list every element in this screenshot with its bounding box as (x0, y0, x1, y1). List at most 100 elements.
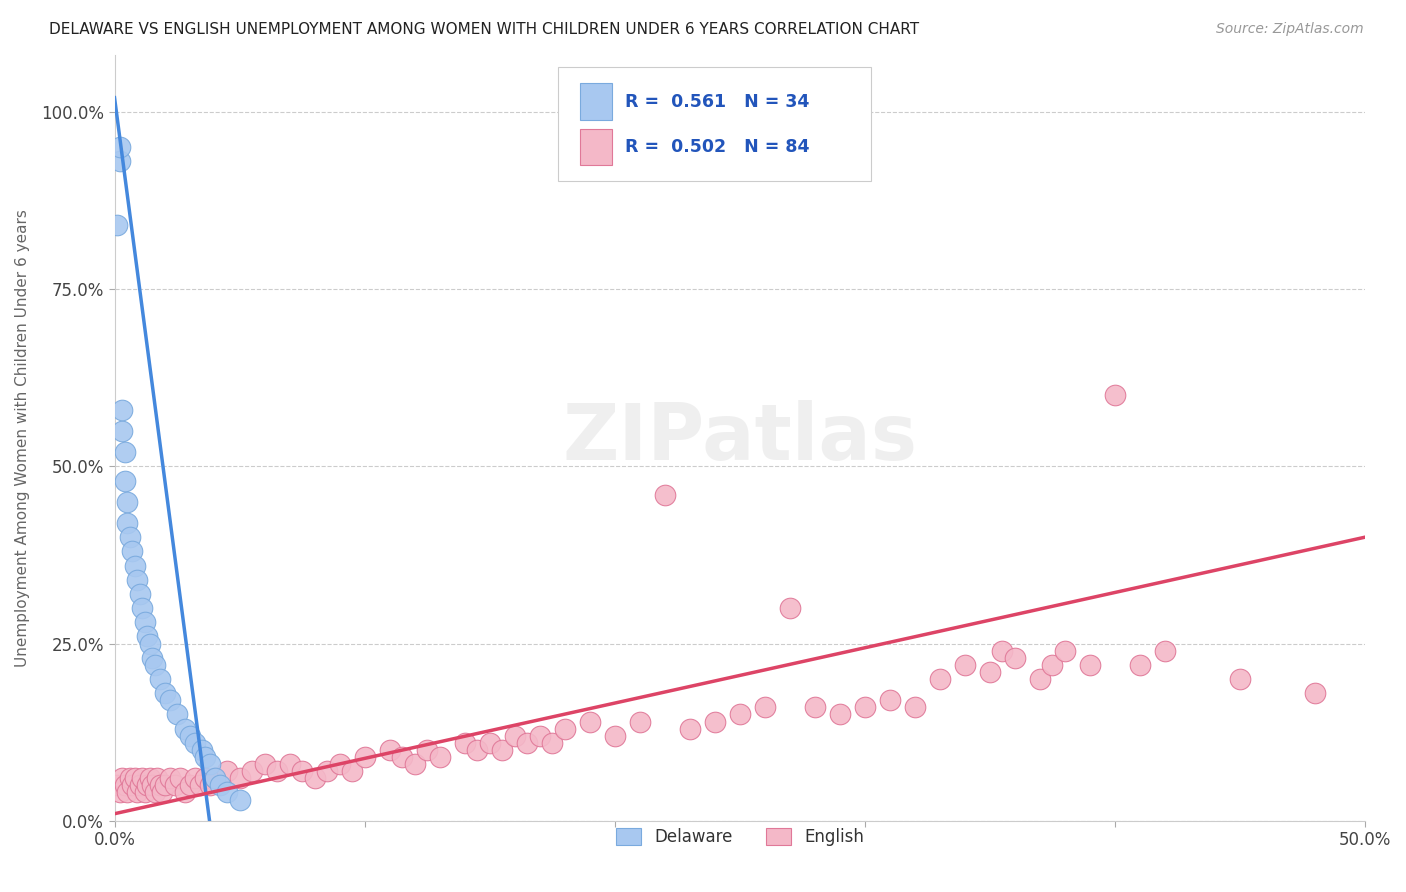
Point (141, 650, 163, 665)
Point (136, 778, 159, 792)
Point (391, 750, 413, 764)
Point (198, 757, 221, 772)
Point (146, 771, 169, 785)
Point (153, 686, 176, 700)
Point (541, 736, 564, 750)
Point (108, 140, 131, 154)
Point (728, 707, 751, 722)
Point (904, 700, 927, 714)
Point (628, 714, 651, 729)
Point (150, 785, 173, 799)
Text: ZIPatlas: ZIPatlas (562, 400, 917, 476)
Text: Source: ZipAtlas.com: Source: ZipAtlas.com (1216, 22, 1364, 37)
FancyBboxPatch shape (558, 67, 870, 181)
Point (879, 693, 901, 707)
Point (1153, 643, 1175, 657)
Point (128, 587, 150, 601)
Point (105, 219, 128, 233)
Point (159, 693, 181, 707)
Point (105, 778, 128, 792)
Point (108, 154, 131, 169)
Text: R =  0.502   N = 84: R = 0.502 N = 84 (624, 138, 808, 156)
Point (121, 544, 143, 558)
Point (134, 615, 156, 630)
Point (554, 722, 576, 736)
Point (991, 643, 1014, 657)
Point (603, 729, 626, 743)
Point (928, 672, 950, 686)
Point (491, 743, 513, 757)
Point (215, 785, 238, 799)
Point (679, 722, 702, 736)
Point (118, 530, 141, 544)
Point (163, 778, 186, 792)
Point (143, 657, 166, 672)
Point (340, 764, 363, 779)
Point (183, 771, 205, 785)
Point (128, 778, 150, 792)
Point (173, 722, 195, 736)
Point (378, 743, 401, 757)
Point (416, 743, 439, 757)
Point (148, 672, 170, 686)
Point (478, 736, 501, 750)
Point (124, 771, 146, 785)
Point (125, 573, 148, 587)
Point (193, 750, 215, 764)
Text: R =  0.561   N = 34: R = 0.561 N = 34 (624, 93, 808, 111)
Point (429, 750, 451, 764)
Point (191, 743, 214, 757)
Point (1040, 657, 1063, 672)
Point (1229, 672, 1251, 686)
Point (803, 700, 825, 714)
Point (115, 495, 138, 509)
Point (131, 601, 153, 615)
Point (108, 785, 131, 799)
Point (578, 714, 600, 729)
Point (115, 785, 138, 799)
Point (404, 757, 426, 772)
Point (118, 771, 141, 785)
Point (1078, 657, 1101, 672)
Point (853, 700, 876, 714)
Point (136, 630, 159, 644)
Point (453, 736, 475, 750)
Point (353, 750, 375, 764)
FancyBboxPatch shape (579, 84, 612, 120)
Point (215, 764, 238, 779)
Point (179, 729, 201, 743)
Point (138, 771, 160, 785)
Point (124, 558, 146, 573)
Point (166, 707, 188, 722)
FancyBboxPatch shape (579, 128, 612, 165)
Point (266, 764, 288, 779)
Point (134, 785, 156, 799)
Y-axis label: Unemployment Among Women with Children Under 6 years: Unemployment Among Women with Children U… (15, 209, 30, 667)
Point (1004, 650, 1026, 665)
Point (131, 771, 153, 785)
Point (228, 771, 250, 785)
Point (654, 488, 676, 502)
Point (1129, 657, 1152, 672)
Point (179, 778, 201, 792)
Point (114, 474, 136, 488)
Point (141, 778, 163, 792)
Point (193, 771, 215, 785)
Point (115, 516, 138, 530)
Point (529, 729, 551, 743)
Point (169, 771, 191, 785)
Point (503, 729, 526, 743)
Point (1303, 686, 1326, 700)
Point (198, 778, 221, 792)
Point (240, 764, 263, 779)
Point (703, 714, 725, 729)
Point (228, 792, 250, 806)
Point (208, 778, 231, 792)
Point (204, 771, 226, 785)
Point (253, 757, 276, 772)
Point (204, 771, 226, 785)
Point (291, 764, 314, 779)
Point (828, 707, 851, 722)
Point (1053, 643, 1076, 657)
Point (111, 771, 134, 785)
